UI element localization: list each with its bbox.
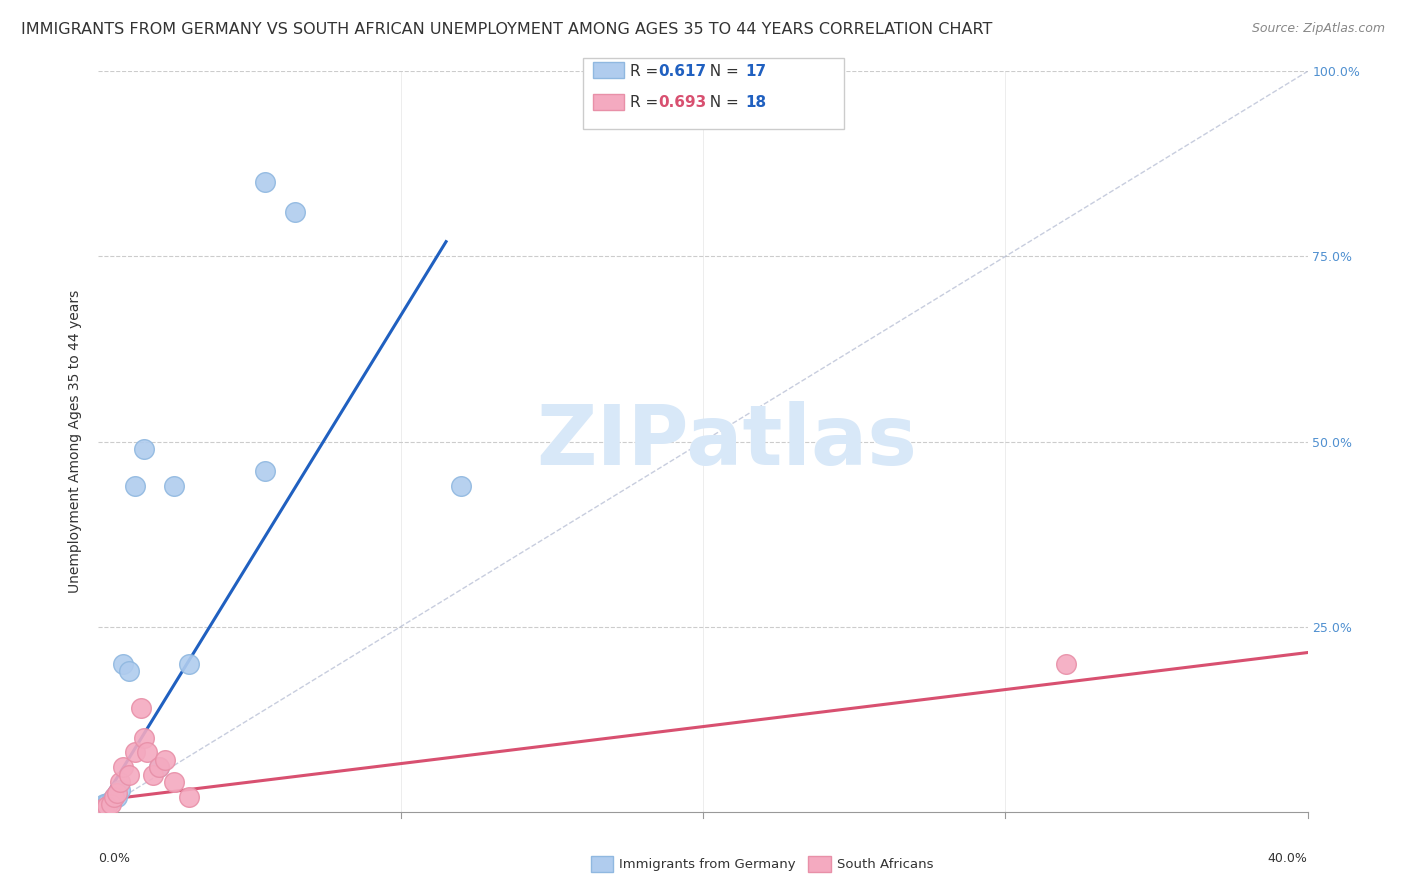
Point — [1054, 657, 1077, 671]
Text: N =: N = — [700, 95, 744, 110]
Point — [111, 657, 134, 671]
Point — [124, 479, 146, 493]
Text: South Africans: South Africans — [837, 858, 934, 871]
Point — [108, 775, 131, 789]
Point — [153, 753, 176, 767]
Point — [105, 789, 128, 804]
Point — [253, 175, 276, 190]
Point — [148, 760, 170, 774]
Point — [93, 797, 115, 812]
Point — [96, 798, 118, 813]
Point — [163, 479, 186, 493]
Point — [118, 767, 141, 781]
Text: 0.693: 0.693 — [658, 95, 706, 110]
Text: R =: R = — [630, 95, 664, 110]
Point — [163, 775, 186, 789]
Text: 18: 18 — [745, 95, 766, 110]
Point — [103, 789, 125, 804]
Text: Source: ZipAtlas.com: Source: ZipAtlas.com — [1251, 22, 1385, 36]
Point — [132, 442, 155, 456]
Text: N =: N = — [700, 64, 744, 78]
Point — [118, 664, 141, 678]
Point — [253, 464, 276, 478]
Point — [103, 789, 125, 804]
Text: 0.0%: 0.0% — [98, 853, 131, 865]
Text: Immigrants from Germany: Immigrants from Germany — [619, 858, 796, 871]
Point — [96, 796, 118, 810]
Point — [108, 782, 131, 797]
Point — [111, 760, 134, 774]
Point — [179, 657, 201, 671]
Text: R =: R = — [630, 64, 664, 78]
Point — [132, 731, 155, 745]
Point — [284, 205, 307, 219]
Text: 0.617: 0.617 — [658, 64, 706, 78]
Point — [93, 801, 115, 815]
Point — [142, 767, 165, 781]
Text: IMMIGRANTS FROM GERMANY VS SOUTH AFRICAN UNEMPLOYMENT AMONG AGES 35 TO 44 YEARS : IMMIGRANTS FROM GERMANY VS SOUTH AFRICAN… — [21, 22, 993, 37]
Text: 17: 17 — [745, 64, 766, 78]
Point — [129, 701, 152, 715]
Point — [450, 479, 472, 493]
Text: ZIPatlas: ZIPatlas — [537, 401, 918, 482]
Text: 40.0%: 40.0% — [1268, 853, 1308, 865]
Point — [135, 746, 157, 760]
Y-axis label: Unemployment Among Ages 35 to 44 years: Unemployment Among Ages 35 to 44 years — [69, 290, 83, 593]
Point — [124, 746, 146, 760]
Point — [148, 760, 170, 774]
Point — [105, 786, 128, 800]
Point — [100, 797, 122, 812]
Point — [100, 794, 122, 808]
Point — [179, 789, 201, 804]
